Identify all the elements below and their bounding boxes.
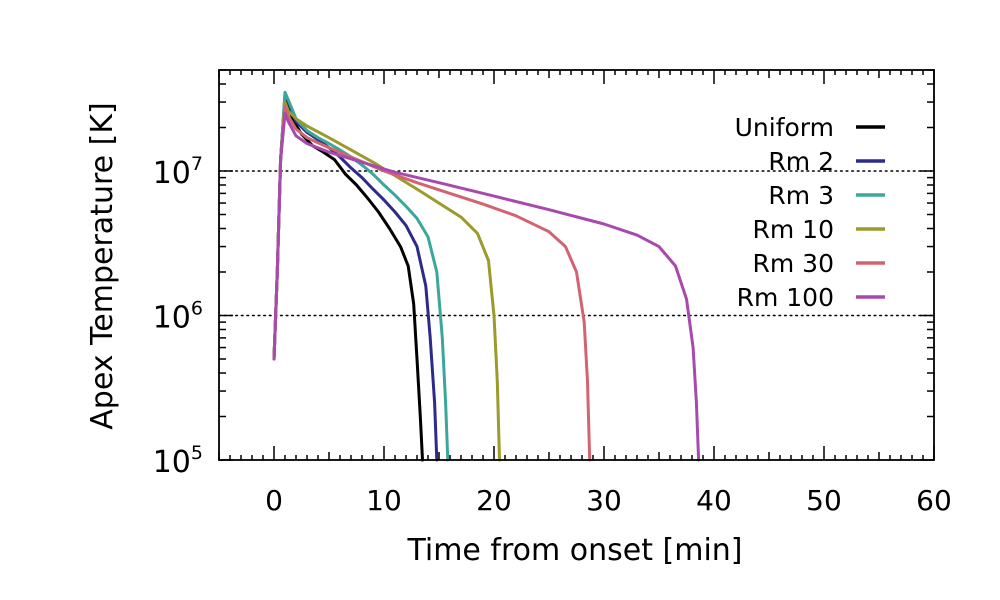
plot-frame — [218, 69, 935, 461]
legend-label-rm-10: Rm 10 — [753, 215, 834, 244]
x-tick-label: 30 — [586, 484, 622, 517]
series-line-rm-30 — [272, 104, 592, 462]
legend-label-rm-100: Rm 100 — [737, 283, 834, 312]
legend-label-rm-30: Rm 30 — [753, 249, 834, 278]
x-tick-label: 0 — [265, 484, 283, 517]
x-tick-label: 50 — [806, 484, 842, 517]
x-tick-labels: 0 10 20 30 40 50 60 — [265, 484, 952, 517]
series-line-rm-2 — [272, 92, 439, 462]
x-tick-label: 20 — [476, 484, 512, 517]
y-tick-label: 106 — [153, 298, 203, 336]
x-tick-label: 40 — [696, 484, 732, 517]
y-tick-labels: 105 106 107 — [153, 153, 203, 480]
y-axis-label: Apex Temperature [K] — [85, 102, 120, 429]
x-tick-label: 60 — [916, 484, 952, 517]
reference-lines — [218, 170, 935, 317]
axis-ticks — [218, 69, 935, 461]
legend-label-rm-3: Rm 3 — [768, 181, 834, 210]
legend-label-rm-2: Rm 2 — [768, 147, 834, 176]
series-line-rm-3 — [272, 90, 450, 462]
x-axis-label: Time from onset [min] — [406, 533, 742, 568]
series-line-uniform — [272, 96, 424, 462]
series-lines — [272, 90, 701, 462]
series-line-rm-100 — [272, 112, 701, 462]
legend-label-uniform: Uniform — [735, 113, 834, 142]
legend: Uniform Rm 2 Rm 3 Rm 10 Rm 30 Rm 100 — [735, 113, 885, 312]
x-tick-label: 10 — [366, 484, 402, 517]
y-tick-label: 105 — [153, 442, 203, 480]
series-line-rm-10 — [272, 100, 501, 462]
y-tick-label: 107 — [153, 153, 203, 191]
